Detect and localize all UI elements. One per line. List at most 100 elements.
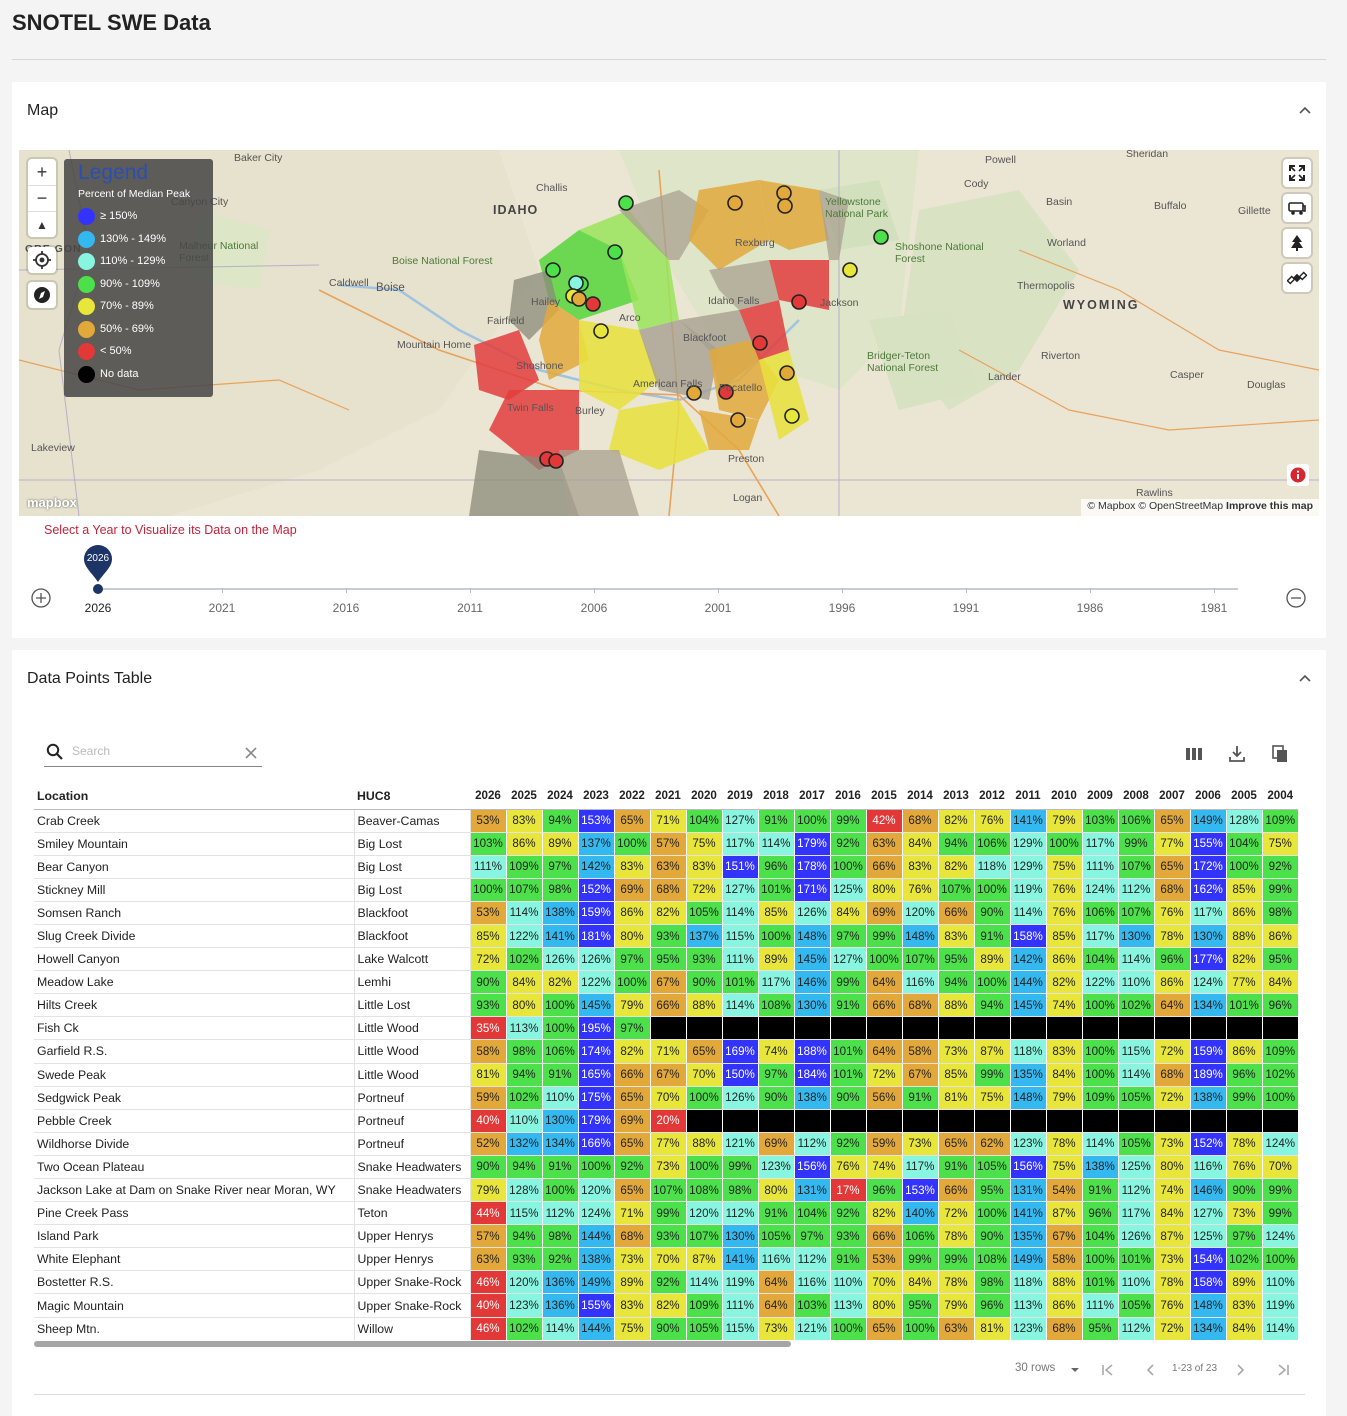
chevron-up-icon[interactable]	[1298, 672, 1312, 686]
table-row[interactable]: Jackson Lake at Dam on Snake River near …	[34, 1178, 1298, 1203]
cell-huc8: Willow	[354, 1317, 471, 1340]
table-row[interactable]: White Elephant Upper Henrys 63% 93% 92% 138% 7…	[34, 1247, 1298, 1272]
table-row[interactable]: Pebble Creek Portneuf 40% 110% 130% 179% 69% 20…	[34, 1109, 1298, 1133]
column-header-year[interactable]: 2024	[541, 783, 578, 810]
cell-swe-percent: 82%	[613, 1039, 650, 1064]
column-header-year[interactable]: 2005	[1225, 783, 1262, 810]
table-row[interactable]: Pine Creek Pass Teton 44% 115% 112% 124% 71% 99…	[34, 1201, 1298, 1226]
cell-huc8: Teton	[354, 1201, 471, 1226]
last-page-icon[interactable]	[1276, 1363, 1290, 1377]
cell-swe-percent: 117%	[1189, 901, 1226, 925]
table-row[interactable]: Somsen Ranch Blackfoot 53% 114% 138% 159% 86% 8…	[34, 901, 1298, 925]
columns-icon[interactable]	[1184, 744, 1204, 764]
column-header-year[interactable]: 2023	[577, 783, 614, 810]
mapbox-logo[interactable]: mapbox	[27, 495, 77, 510]
table-row[interactable]: Bear Canyon Big Lost 111% 109% 97% 142% 83% 63%…	[34, 855, 1298, 879]
column-header-year[interactable]: 2008	[1117, 783, 1154, 810]
chevron-down-icon[interactable]	[1069, 1364, 1081, 1376]
table-row[interactable]: Smiley Mountain Big Lost 103% 86% 89% 137% 100…	[34, 832, 1298, 856]
column-header-year[interactable]: 2018	[757, 783, 794, 810]
chevron-up-icon[interactable]	[1298, 104, 1312, 118]
table-row[interactable]: Slug Creek Divide Blackfoot 85% 122% 141% 181…	[34, 924, 1298, 949]
geolocate-button[interactable]	[28, 247, 56, 273]
copy-icon[interactable]	[1270, 744, 1290, 764]
cell-swe-percent: 76%	[1153, 901, 1190, 925]
column-header-year[interactable]: 2017	[793, 783, 830, 810]
satellite-button[interactable]	[1283, 264, 1311, 292]
column-header-year[interactable]: 2016	[829, 783, 866, 810]
cell-swe-percent: 35%	[469, 1016, 506, 1041]
column-header-year[interactable]: 2015	[865, 783, 902, 810]
minus-icon[interactable]: −	[28, 185, 56, 211]
zoom-out-timeline-icon[interactable]	[1286, 588, 1306, 608]
place-label: Caldwell	[329, 277, 369, 289]
compass-icon[interactable]: ▲	[28, 211, 56, 237]
fullscreen-button[interactable]	[1283, 159, 1311, 187]
table-row[interactable]: Crab Creek Beaver-Camas 53% 83% 94% 153% 65% 71…	[34, 809, 1298, 833]
horizontal-scrollbar[interactable]	[34, 1340, 1305, 1348]
cell-swe-percent: 100%	[1045, 832, 1082, 856]
column-header-year[interactable]: 2022	[613, 783, 650, 810]
cell-swe-percent: 107%	[901, 947, 938, 972]
column-header-huc8[interactable]: HUC8	[354, 783, 470, 810]
draw-button[interactable]	[28, 282, 56, 308]
place-label: Basin	[1046, 196, 1073, 208]
table-row[interactable]: Island Park Upper Henrys 57% 94% 98% 144% 68% 9…	[34, 1224, 1298, 1249]
year-slider-thumb[interactable]	[93, 584, 103, 594]
column-header-year[interactable]: 2011	[1009, 783, 1046, 810]
cell-swe-percent: 118%	[1009, 1039, 1046, 1064]
table-row[interactable]: Sedgwick Peak Portneuf 59% 102% 110% 175% 65% 7…	[34, 1086, 1298, 1110]
year-slider-track[interactable]	[98, 588, 1238, 590]
table-row[interactable]: Sheep Mtn. Willow 46% 102% 114% 144% 75% 90% 105…	[34, 1317, 1298, 1340]
column-header-year[interactable]: 2009	[1081, 783, 1118, 810]
table-row[interactable]: Meadow Lake Lemhi 90% 84% 82% 122% 100% 67% 90% 1…	[34, 970, 1298, 995]
map-canvas[interactable]: Baker City Challis IDAHO Canyon City Mal…	[19, 150, 1319, 516]
cell-swe-percent: 155%	[1189, 832, 1226, 856]
column-header-year[interactable]: 2026	[469, 783, 506, 810]
rows-per-page-select[interactable]: 30 rows	[1015, 1362, 1056, 1374]
column-header-year[interactable]: 2013	[937, 783, 974, 810]
table-row[interactable]: Garfield R.S. Little Wood 58% 98% 106% 174% 82…	[34, 1039, 1298, 1064]
plus-icon[interactable]: +	[36, 161, 48, 182]
download-icon[interactable]	[1227, 744, 1247, 764]
cell-swe-percent: 100%	[1081, 1039, 1118, 1064]
column-header-year[interactable]: 2021	[649, 783, 686, 810]
tree-button[interactable]	[1283, 229, 1311, 257]
place-label: Sheridan	[1126, 150, 1169, 160]
column-header-location[interactable]: Location	[34, 783, 354, 810]
column-header-year[interactable]: 2007	[1153, 783, 1190, 810]
table-row[interactable]: Howell Canyon Lake Walcott 72% 102% 126% 126%…	[34, 947, 1298, 972]
cell-swe-percent: 100%	[1261, 1086, 1298, 1110]
column-header-year[interactable]: 2010	[1045, 783, 1082, 810]
table-row[interactable]: Magic Mountain Upper Snake-Rock 40% 123% 136…	[34, 1293, 1298, 1318]
column-header-year[interactable]: 2019	[721, 783, 758, 810]
table-row[interactable]: Hilts Creek Little Lost 93% 80% 100% 145% 79% 6…	[34, 993, 1298, 1018]
column-header-year[interactable]: 2004	[1261, 783, 1298, 810]
next-page-icon[interactable]	[1233, 1363, 1247, 1377]
table-row[interactable]: Wildhorse Divide Portneuf 52% 132% 134% 166% 6…	[34, 1132, 1298, 1156]
column-header-year[interactable]: 2012	[973, 783, 1010, 810]
prev-page-icon[interactable]	[1144, 1363, 1158, 1377]
attribution-text[interactable]: © Mapbox © OpenStreetMap	[1087, 500, 1224, 512]
close-icon[interactable]	[244, 746, 258, 760]
cell-swe-percent: 85%	[757, 901, 794, 925]
cell-swe-percent: 122%	[505, 924, 542, 949]
improve-map-link[interactable]: Improve this map	[1226, 500, 1313, 512]
table-row[interactable]: Fish Ck Little Wood 35% 113% 100% 195% 97%	[34, 1016, 1298, 1041]
column-header-year[interactable]: 2014	[901, 783, 938, 810]
vehicle-button[interactable]	[1283, 194, 1311, 222]
table-row[interactable]: Bostetter R.S. Upper Snake-Rock 46% 120% 136…	[34, 1270, 1298, 1295]
column-header-year[interactable]: 2025	[505, 783, 542, 810]
search-input[interactable]	[72, 744, 222, 758]
table-row[interactable]: Swede Peak Little Wood 81% 94% 91% 165% 66% 67%…	[34, 1063, 1298, 1087]
first-page-icon[interactable]	[1101, 1363, 1115, 1377]
column-header-year[interactable]: 2020	[685, 783, 722, 810]
zoom-in-timeline-icon[interactable]	[31, 588, 51, 608]
column-header-year[interactable]: 2006	[1189, 783, 1226, 810]
table-row[interactable]: Stickney Mill Big Lost 100% 107% 98% 152% 69% 6…	[34, 878, 1298, 902]
cell-swe-percent: 172%	[1189, 855, 1226, 879]
scrollbar-thumb[interactable]	[34, 1341, 791, 1347]
cell-swe-percent: 145%	[577, 993, 614, 1018]
table-row[interactable]: Two Ocean Plateau Snake Headwaters 90% 94% 9…	[34, 1155, 1298, 1180]
info-button[interactable]	[1287, 464, 1309, 486]
